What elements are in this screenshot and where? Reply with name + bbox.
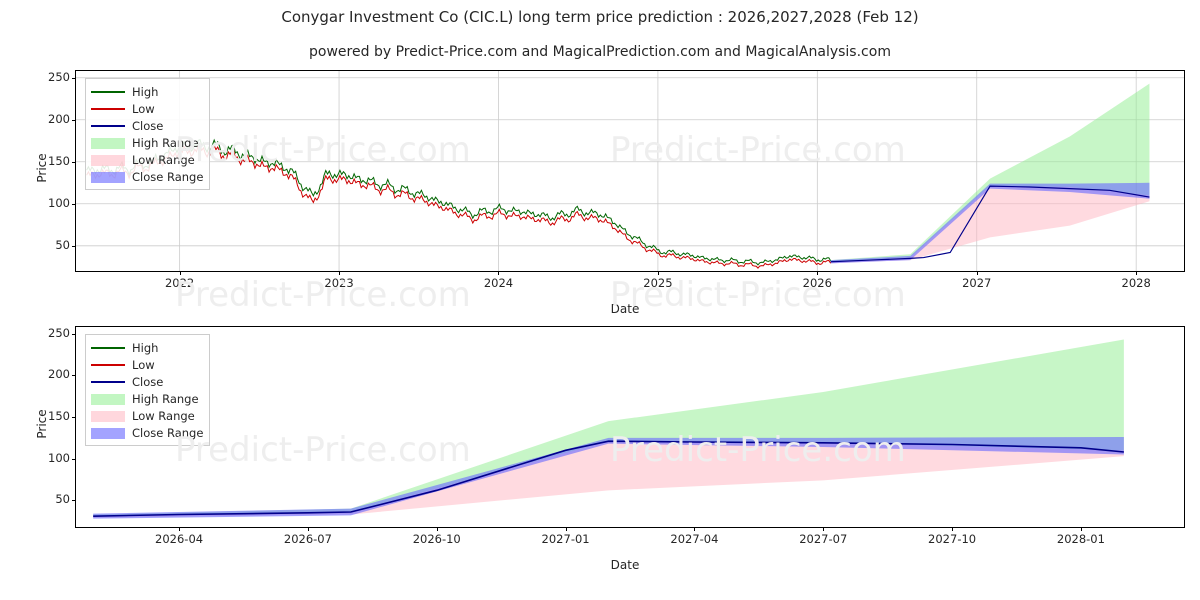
y-tick-bottom-50: 50 xyxy=(32,492,70,506)
x-tick-top-2028: 2028 xyxy=(1106,276,1166,290)
watermark-text: Predict-Price.com xyxy=(610,275,906,315)
tick-mark xyxy=(72,246,76,247)
page-subtitle: powered by Predict-Price.com and Magical… xyxy=(0,44,1200,60)
legend-swatch-icon xyxy=(91,137,125,149)
legend-item-label: Low xyxy=(132,102,155,116)
watermark-text: Predict-Price.com xyxy=(610,430,906,470)
legend-item-label: High Range xyxy=(132,392,199,406)
x-tick-bottom-2026-10: 2026-10 xyxy=(397,532,477,546)
legend-item-low: Low xyxy=(91,100,203,117)
tick-mark xyxy=(72,417,76,418)
legend-item-label: Low xyxy=(132,358,155,372)
legend-item-label: Close xyxy=(132,119,163,133)
legend-item-label: Low Range xyxy=(132,409,195,423)
legend-swatch-icon xyxy=(91,120,125,132)
watermark-text: Predict-Price.com xyxy=(175,275,471,315)
tick-mark xyxy=(72,204,76,205)
legend-item-label: Close xyxy=(132,375,163,389)
x-axis-label-bottom: Date xyxy=(575,558,675,572)
legend-item-label: High xyxy=(132,341,158,355)
legend-item-close-range: Close Range xyxy=(91,168,203,185)
legend-item-high: High xyxy=(91,83,203,100)
y-tick-bottom-200: 200 xyxy=(32,367,70,381)
legend-item-label: Close Range xyxy=(132,170,203,184)
tick-mark xyxy=(498,271,499,275)
x-tick-bottom-2027-10: 2027-10 xyxy=(912,532,992,546)
y-tick-top-150: 150 xyxy=(32,154,70,168)
x-tick-top-2027: 2027 xyxy=(947,276,1007,290)
x-tick-top-2024: 2024 xyxy=(468,276,528,290)
watermark-text: Predict-Price.com xyxy=(175,130,471,170)
tick-mark xyxy=(72,120,76,121)
tick-mark xyxy=(72,459,76,460)
legend-swatch-icon xyxy=(91,410,125,422)
legend-swatch-icon xyxy=(91,103,125,115)
tick-mark xyxy=(72,334,76,335)
tick-mark xyxy=(72,375,76,376)
tick-mark xyxy=(977,271,978,275)
page-title: Conygar Investment Co (CIC.L) long term … xyxy=(0,8,1200,26)
chart-page: Conygar Investment Co (CIC.L) long term … xyxy=(0,0,1200,600)
legend-swatch-icon xyxy=(91,86,125,98)
tick-mark xyxy=(694,527,695,531)
x-tick-bottom-2028-01: 2028-01 xyxy=(1041,532,1121,546)
y-tick-top-250: 250 xyxy=(32,70,70,84)
legend-swatch-icon xyxy=(91,154,125,166)
y-tick-top-50: 50 xyxy=(32,238,70,252)
tick-mark xyxy=(72,78,76,79)
watermark-text: Predict-Price.com xyxy=(175,430,471,470)
x-tick-bottom-2026-07: 2026-07 xyxy=(268,532,348,546)
chart-panel-bottom xyxy=(75,326,1185,528)
y-tick-top-200: 200 xyxy=(32,112,70,126)
tick-mark xyxy=(823,527,824,531)
y-tick-bottom-250: 250 xyxy=(32,326,70,340)
legend-item-low-range: Low Range xyxy=(91,407,203,424)
legend-item-high-range: High Range xyxy=(91,390,203,407)
legend-swatch-icon xyxy=(91,359,125,371)
legend-swatch-icon xyxy=(91,393,125,405)
y-tick-bottom-150: 150 xyxy=(32,409,70,423)
y-tick-bottom-100: 100 xyxy=(32,451,70,465)
tick-mark xyxy=(308,527,309,531)
legend-item-high: High xyxy=(91,339,203,356)
legend-swatch-icon xyxy=(91,342,125,354)
legend-item-close: Close xyxy=(91,373,203,390)
tick-mark xyxy=(1081,527,1082,531)
chart-panel-top xyxy=(75,70,1185,272)
tick-mark xyxy=(566,527,567,531)
x-tick-bottom-2026-04: 2026-04 xyxy=(139,532,219,546)
legend-swatch-icon xyxy=(91,171,125,183)
tick-mark xyxy=(437,527,438,531)
y-tick-top-100: 100 xyxy=(32,196,70,210)
legend-item-label: High xyxy=(132,85,158,99)
tick-mark xyxy=(1136,271,1137,275)
watermark-text: Predict-Price.com xyxy=(610,130,906,170)
legend-item-low: Low xyxy=(91,356,203,373)
plot-area-bottom xyxy=(76,327,1184,527)
x-tick-bottom-2027-07: 2027-07 xyxy=(783,532,863,546)
x-tick-bottom-2027-01: 2027-01 xyxy=(526,532,606,546)
x-tick-bottom-2027-04: 2027-04 xyxy=(654,532,734,546)
tick-mark xyxy=(72,162,76,163)
plot-area-top xyxy=(76,71,1184,271)
tick-mark xyxy=(952,527,953,531)
legend-swatch-icon xyxy=(91,427,125,439)
tick-mark xyxy=(179,527,180,531)
tick-mark xyxy=(72,500,76,501)
legend-swatch-icon xyxy=(91,376,125,388)
